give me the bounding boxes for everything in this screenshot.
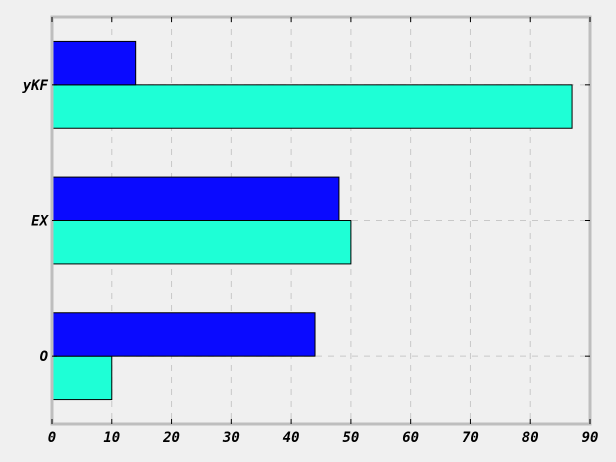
bar-yKF-series-2 (52, 41, 136, 84)
x-tick-label: 80 (522, 430, 539, 446)
bar-EX-series-1 (52, 221, 351, 264)
y-tick-label: EX (31, 214, 49, 230)
x-tick-label: 40 (283, 430, 300, 446)
x-tick-label: 70 (462, 430, 479, 446)
x-tick-label: 60 (402, 430, 419, 446)
x-tick-label: 10 (103, 430, 120, 446)
x-tick-label: 30 (222, 430, 240, 446)
bar-O-series-2 (52, 313, 315, 356)
y-tick-label: O (40, 349, 48, 365)
bar-O-series-1 (52, 356, 112, 399)
x-tick-label: 50 (342, 430, 359, 446)
bar-yKF-series-1 (52, 85, 572, 128)
bar-EX-series-2 (52, 177, 339, 220)
bars (52, 41, 572, 399)
x-tick-label: 0 (48, 430, 56, 446)
y-tick-label: yKF (22, 78, 49, 94)
x-tick-label: 90 (582, 430, 599, 446)
x-tick-label: 20 (162, 430, 180, 446)
